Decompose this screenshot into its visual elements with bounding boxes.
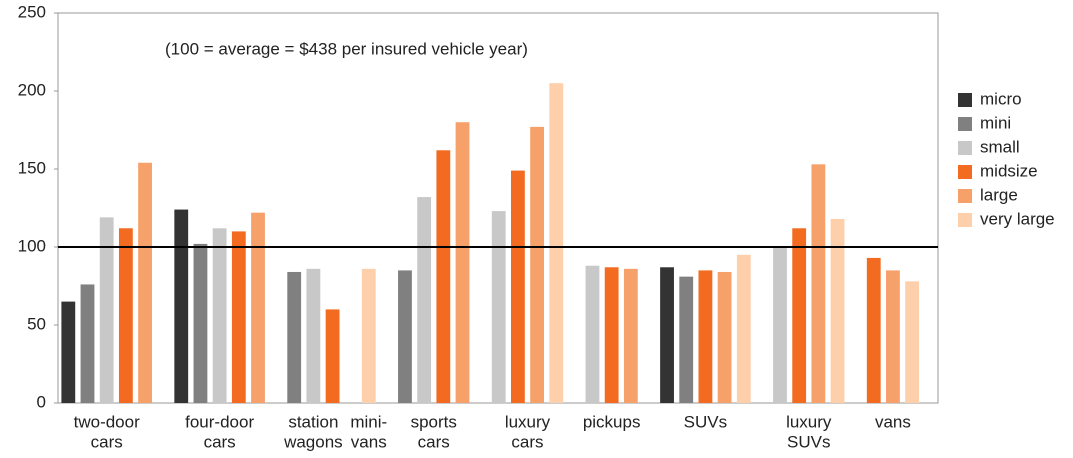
- x-tick-label: SUVs: [787, 432, 830, 451]
- bar: [118, 228, 133, 403]
- y-tick-label: 0: [37, 392, 46, 411]
- x-tick-label: two-door: [74, 412, 140, 431]
- legend-label: large: [980, 185, 1018, 204]
- bar: [287, 271, 302, 403]
- legend-swatch: [958, 213, 972, 227]
- bar: [491, 211, 506, 403]
- x-tick-label: vans: [875, 412, 911, 431]
- bar: [436, 150, 451, 403]
- legend-label: small: [980, 137, 1020, 156]
- bar: [773, 247, 787, 403]
- bar: [417, 197, 432, 403]
- bar: [138, 162, 152, 403]
- x-tick-label: cars: [511, 432, 543, 451]
- bar: [604, 267, 619, 403]
- bar: [510, 170, 525, 403]
- bar: [660, 267, 674, 403]
- bar: [530, 126, 544, 403]
- bar: [679, 276, 694, 403]
- bar: [174, 209, 189, 403]
- bar: [251, 212, 265, 403]
- bar: [736, 254, 751, 403]
- legend-label: midsize: [980, 161, 1038, 180]
- x-tick-label: mini-: [350, 412, 387, 431]
- x-tick-label: luxury: [505, 412, 551, 431]
- x-tick-label: sports: [411, 412, 457, 431]
- legend-swatch: [958, 141, 972, 155]
- bar: [905, 281, 920, 403]
- y-tick-label: 200: [18, 80, 46, 99]
- legend-label: mini: [980, 113, 1011, 132]
- legend-label: micro: [980, 89, 1022, 108]
- y-tick-label: 50: [27, 314, 46, 333]
- x-tick-label: pickups: [583, 412, 641, 431]
- legend-label: very large: [980, 209, 1055, 228]
- bar: [717, 271, 732, 403]
- bar: [61, 301, 76, 403]
- y-tick-label: 250: [18, 2, 46, 21]
- legend-swatch: [958, 165, 972, 179]
- bar: [398, 270, 412, 403]
- legend-swatch: [958, 189, 972, 203]
- bar: [792, 228, 807, 403]
- annotation: (100 = average = $438 per insured vehicl…: [165, 39, 528, 58]
- bar: [455, 122, 470, 403]
- legend-swatch: [958, 93, 972, 107]
- bar: [866, 257, 881, 403]
- x-tick-label: SUVs: [684, 412, 727, 431]
- x-tick-label: luxury: [786, 412, 832, 431]
- bar: [698, 270, 713, 403]
- x-tick-label: wagons: [283, 432, 343, 451]
- bar: [623, 268, 638, 403]
- bar: [811, 164, 826, 403]
- legend-swatch: [958, 117, 972, 131]
- bar: [99, 217, 114, 403]
- x-tick-label: station: [288, 412, 338, 431]
- bar: [361, 268, 376, 403]
- x-tick-label: four-door: [185, 412, 254, 431]
- bar: [306, 268, 321, 403]
- x-tick-label: vans: [351, 432, 387, 451]
- x-tick-label: cars: [418, 432, 450, 451]
- bar: [193, 243, 208, 403]
- y-tick-label: 150: [18, 158, 46, 177]
- bar: [212, 228, 227, 403]
- x-tick-label: cars: [91, 432, 123, 451]
- y-tick-label: 100: [18, 236, 46, 255]
- x-tick-label: cars: [204, 432, 236, 451]
- bar: [549, 83, 564, 403]
- bar: [585, 265, 600, 403]
- bar: [80, 284, 95, 403]
- bar: [886, 270, 900, 403]
- bar: [231, 231, 246, 403]
- bar: [830, 218, 845, 403]
- bar: [325, 309, 340, 403]
